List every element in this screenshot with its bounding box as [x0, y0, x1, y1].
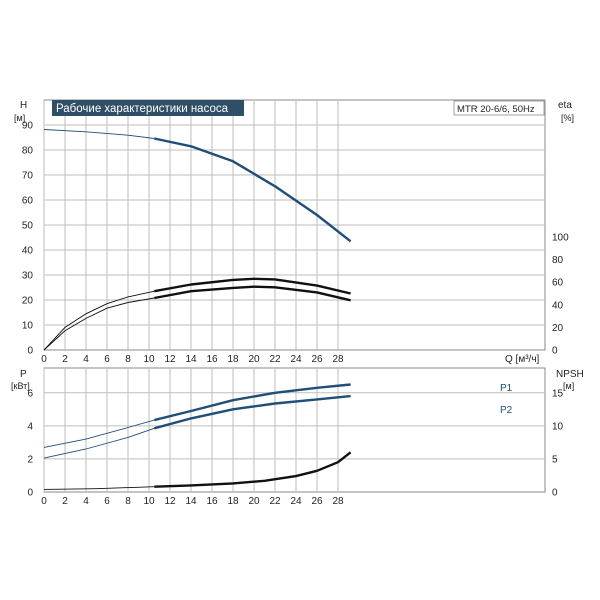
curve-eta_lower — [154, 285, 351, 302]
h-tick-label: 40 — [22, 246, 34, 257]
curve-p1-extended — [43, 419, 155, 448]
x-tick-label-top: 22 — [269, 354, 281, 365]
curve-npsh-extended — [43, 486, 155, 490]
x-tick-label-bottom: 10 — [143, 496, 155, 507]
x-tick-label-top: 10 — [143, 354, 155, 365]
p-tick-label: 4 — [27, 421, 33, 432]
x-tick-label-bottom: 16 — [206, 496, 218, 507]
eta-tick-label: 100 — [552, 233, 569, 244]
npsh-tick-label: 0 — [552, 488, 558, 499]
x-tick-label-top: 26 — [311, 354, 323, 365]
h-tick-label: 70 — [22, 171, 34, 182]
h-tick-label: 90 — [22, 121, 34, 132]
eta-tick-label: 0 — [552, 346, 558, 357]
h-axis-unit: [м] — [14, 113, 25, 123]
gridlines — [43, 100, 545, 492]
x-tick-label-top: 8 — [125, 354, 131, 365]
eta-axis-label: eta — [558, 100, 572, 111]
curve-eta_upper-extended — [43, 290, 155, 351]
x-tick-label-bottom: 18 — [227, 496, 239, 507]
x-tick-label-bottom: 22 — [269, 496, 281, 507]
x-tick-label-bottom: 8 — [125, 496, 131, 507]
x-tick-label-bottom: 0 — [41, 496, 47, 507]
curve-h-extended — [43, 129, 155, 139]
x-tick-label-top: 20 — [248, 354, 260, 365]
legend: P1 P2 — [500, 383, 513, 416]
x-tick-label-bottom: 6 — [104, 496, 110, 507]
curve-eta_upper — [154, 277, 351, 295]
model-label: MTR 20-6/6, 50Hz — [457, 104, 535, 115]
x-tick-label-top: 4 — [83, 354, 89, 365]
h-tick-label: 10 — [22, 321, 34, 332]
npsh-tick-label: 10 — [552, 421, 564, 432]
x-tick-label-top: 6 — [104, 354, 110, 365]
p-tick-label: 2 — [27, 454, 33, 465]
h-tick-label: 30 — [22, 271, 34, 282]
npsh-axis-unit: [м] — [563, 381, 574, 391]
curve-p1 — [154, 383, 351, 422]
h-axis-label: H — [20, 100, 27, 111]
p-axis-label: P — [20, 369, 27, 380]
legend-p2: P2 — [500, 405, 513, 416]
x-tick-label-bottom: 2 — [62, 496, 68, 507]
h-tick-label: 50 — [22, 221, 34, 232]
x-tick-label-top: 12 — [164, 354, 176, 365]
p-tick-label: 6 — [27, 388, 33, 399]
chart-title: Рабочие характеристики насоса — [56, 103, 229, 115]
x-tick-label-bottom: 28 — [332, 496, 344, 507]
x-tick-label-bottom: 20 — [248, 496, 260, 507]
npsh-axis-label: NPSH — [556, 369, 584, 380]
x-tick-label-bottom: 4 — [83, 496, 89, 507]
eta-tick-label: 80 — [552, 255, 564, 266]
x-tick-label-top: 2 — [62, 354, 68, 365]
p-axis-unit: [кВт] — [11, 381, 30, 391]
x-tick-label-bottom: 12 — [164, 496, 176, 507]
x-tick-label-bottom: 24 — [290, 496, 302, 507]
tick-labels: 0022446688101012121414161618182020222224… — [22, 121, 569, 508]
x-tick-label-bottom: 14 — [185, 496, 197, 507]
x-tick-label-top: 24 — [290, 354, 302, 365]
curve-h — [154, 137, 352, 243]
h-tick-label: 80 — [22, 146, 34, 157]
x-tick-label-bottom: 26 — [311, 496, 323, 507]
h-tick-label: 0 — [27, 346, 33, 357]
x-tick-label-top: 28 — [332, 354, 344, 365]
model-box — [453, 100, 545, 116]
x-tick-label-top: 0 — [41, 354, 47, 365]
x-tick-label-top: 18 — [227, 354, 239, 365]
eta-axis-unit: [%] — [561, 113, 574, 123]
npsh-tick-label: 15 — [552, 388, 564, 399]
legend-p1: P1 — [500, 383, 513, 394]
q-axis-label: Q [м³/ч] — [505, 354, 540, 365]
x-tick-label-top: 16 — [206, 354, 218, 365]
x-tick-label-top: 14 — [185, 354, 197, 365]
curve-p2-extended — [43, 427, 155, 459]
eta-tick-label: 20 — [552, 323, 564, 334]
h-tick-label: 20 — [22, 296, 34, 307]
curves — [43, 129, 352, 490]
eta-tick-label: 60 — [552, 278, 564, 289]
eta-tick-label: 40 — [552, 300, 564, 311]
curve-npsh — [154, 451, 352, 488]
npsh-tick-label: 5 — [552, 454, 558, 465]
p-tick-label: 0 — [27, 488, 33, 499]
curve-p2 — [153, 394, 351, 430]
h-tick-label: 60 — [22, 196, 34, 207]
curve-eta_lower-extended — [43, 297, 155, 351]
chart-title-box — [52, 100, 244, 116]
